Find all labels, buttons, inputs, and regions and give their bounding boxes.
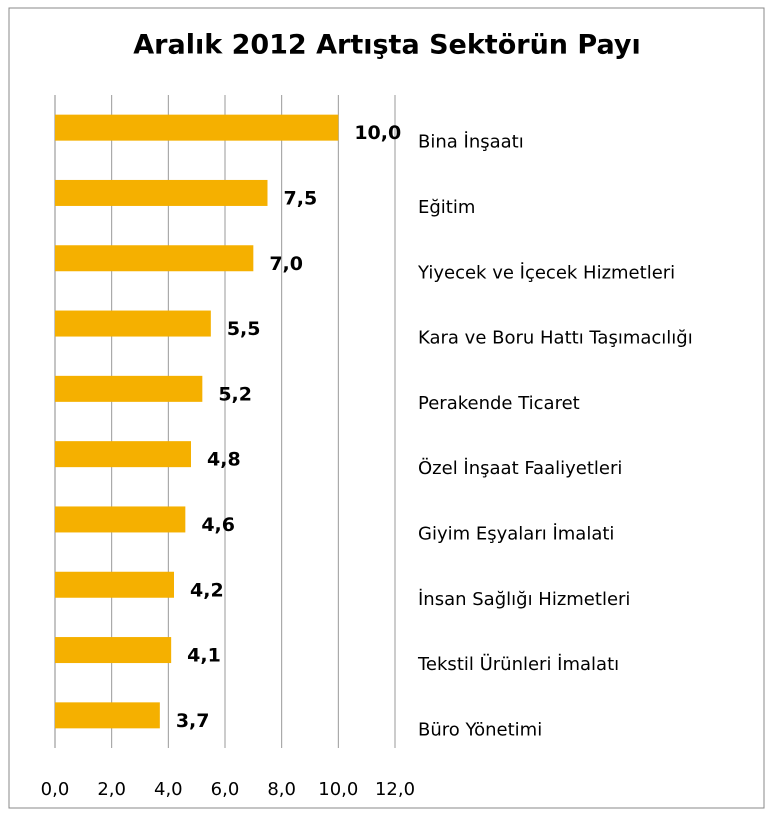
y-tick-label: Tekstil Ürünleri İmalatı xyxy=(417,653,619,675)
data-label: 4,2 xyxy=(190,579,224,601)
x-tick-label: 6,0 xyxy=(211,779,240,800)
y-tick-label: Perakende Ticaret xyxy=(418,393,580,414)
y-tick-label: Giyim Eşyaları İmalati xyxy=(418,523,614,544)
data-label: 10,0 xyxy=(354,122,401,144)
data-label: 4,6 xyxy=(201,514,235,536)
x-tick-label: 0,0 xyxy=(41,779,70,800)
bar xyxy=(55,375,203,402)
bar xyxy=(55,310,211,337)
y-tick-label: Özel İnşaat Faaliyetleri xyxy=(418,457,622,479)
bar xyxy=(55,637,172,664)
bar xyxy=(55,245,254,272)
x-tick-label: 2,0 xyxy=(97,779,126,800)
y-tick-label: Eğitim xyxy=(418,197,475,218)
data-label: 5,5 xyxy=(227,318,261,340)
data-label: 7,5 xyxy=(284,187,318,209)
bar xyxy=(55,702,160,729)
x-tick-label: 10,0 xyxy=(318,779,358,800)
data-label: 5,2 xyxy=(218,383,252,405)
y-tick-label: Bina İnşaatı xyxy=(418,132,524,153)
chart-border xyxy=(8,7,765,809)
y-tick-label: Büro Yönetimi xyxy=(418,719,542,740)
bar xyxy=(55,179,268,206)
bar xyxy=(55,441,191,468)
data-label: 3,7 xyxy=(176,710,210,732)
x-tick-label: 12,0 xyxy=(375,779,415,800)
chart-title: Aralık 2012 Artışta Sektörün Payı xyxy=(133,30,640,61)
y-tick-label: İnsan Sağlığı Hizmetleri xyxy=(418,589,630,610)
data-label: 4,8 xyxy=(207,449,241,471)
data-label: 4,1 xyxy=(187,645,221,667)
bar xyxy=(55,114,339,141)
x-tick-label: 4,0 xyxy=(154,779,183,800)
bar xyxy=(55,571,174,598)
bar xyxy=(55,506,186,533)
y-tick-label: Yiyecek ve İçecek Hizmetleri xyxy=(417,262,675,283)
y-tick-label: Kara ve Boru Hattı Taşımacılığı xyxy=(418,328,693,349)
x-tick-label: 8,0 xyxy=(267,779,296,800)
data-label: 7,0 xyxy=(269,253,303,275)
